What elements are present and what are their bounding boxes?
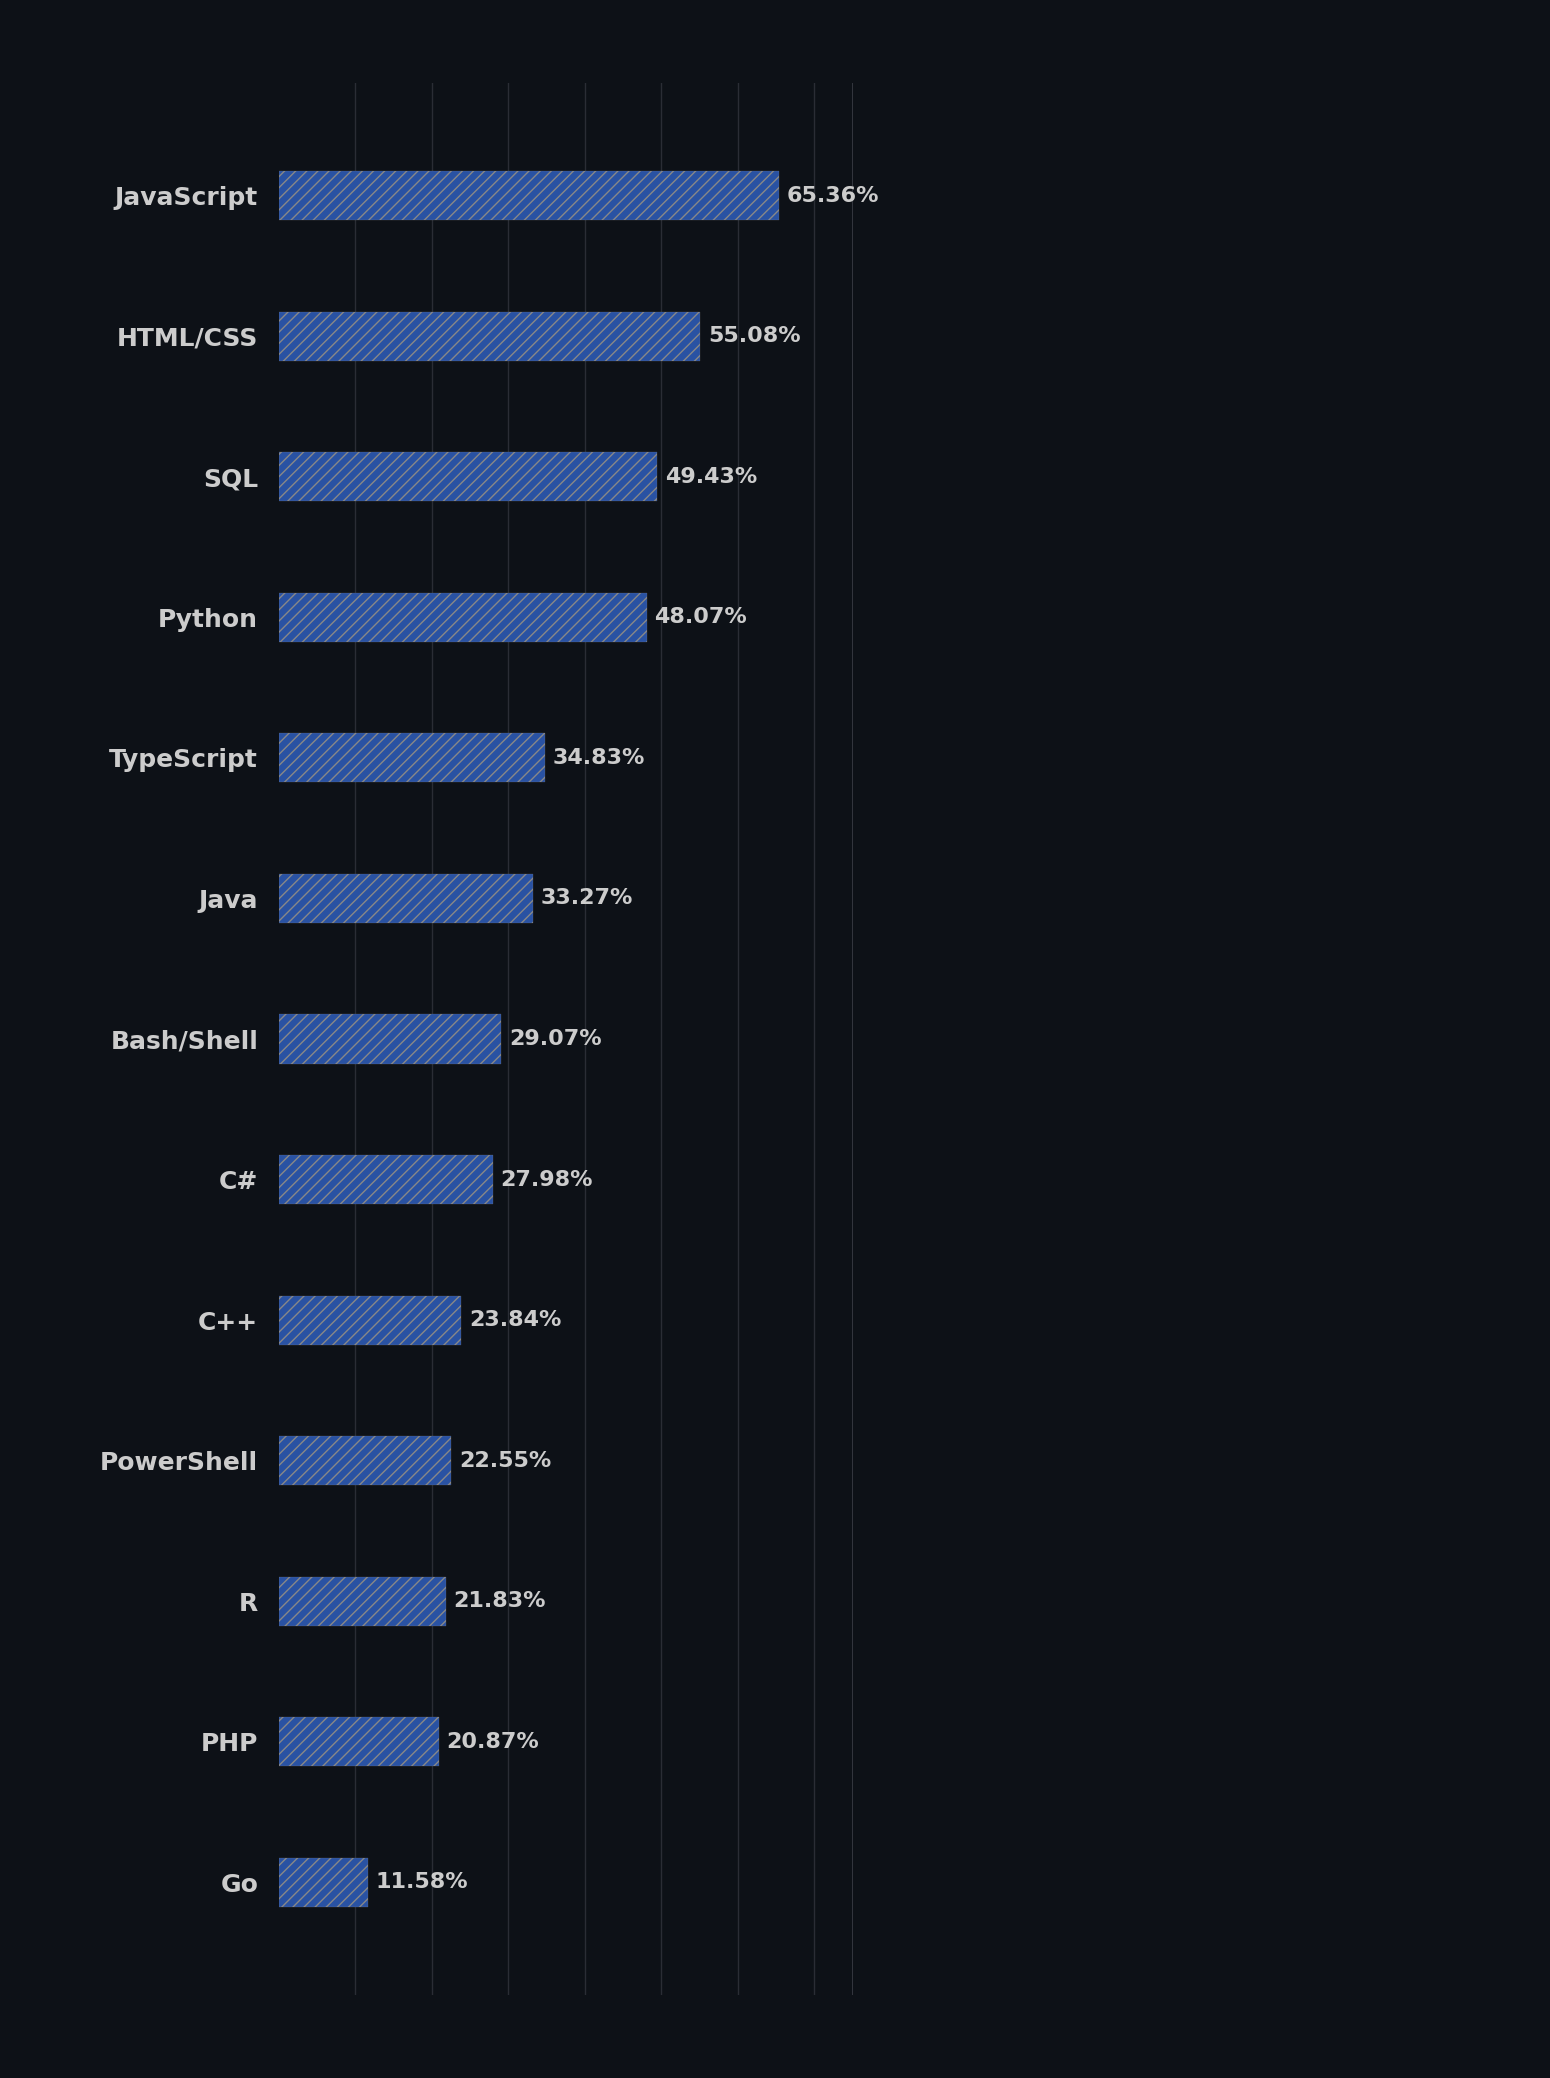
Text: 27.98%: 27.98% <box>501 1170 594 1189</box>
Bar <box>279 1858 367 1908</box>
Bar <box>279 1014 501 1064</box>
Text: 49.43%: 49.43% <box>665 468 756 486</box>
Bar <box>279 312 701 362</box>
Text: 11.58%: 11.58% <box>375 1872 468 1893</box>
Text: 23.84%: 23.84% <box>470 1309 561 1330</box>
Text: 29.07%: 29.07% <box>508 1029 601 1049</box>
Bar <box>279 453 657 501</box>
Text: 20.87%: 20.87% <box>446 1731 539 1752</box>
Bar <box>279 875 533 923</box>
Text: 48.07%: 48.07% <box>654 607 747 628</box>
Text: 21.83%: 21.83% <box>454 1592 546 1610</box>
Bar <box>279 1577 446 1625</box>
Text: 65.36%: 65.36% <box>786 185 879 206</box>
Bar <box>279 592 646 642</box>
Text: 34.83%: 34.83% <box>553 748 645 769</box>
Bar <box>279 1436 451 1486</box>
Text: 55.08%: 55.08% <box>708 326 800 347</box>
Bar <box>279 1155 493 1203</box>
Text: 33.27%: 33.27% <box>541 889 634 908</box>
Text: 22.55%: 22.55% <box>459 1450 552 1471</box>
Bar <box>279 734 546 783</box>
Bar <box>279 170 778 220</box>
Bar <box>279 1295 462 1344</box>
Bar <box>279 1716 439 1766</box>
